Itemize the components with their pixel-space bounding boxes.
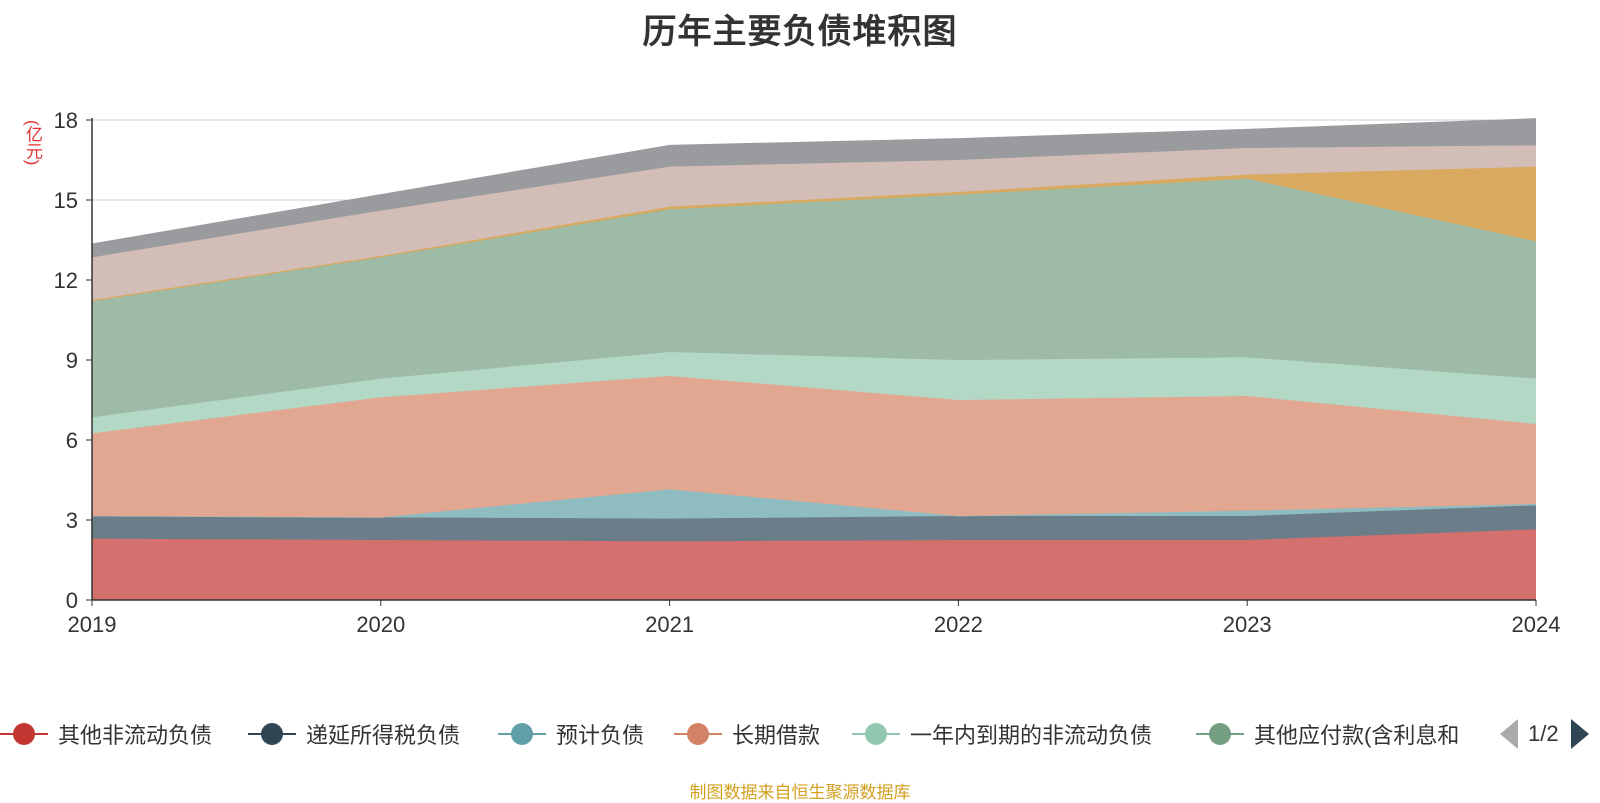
legend-marker-icon xyxy=(852,722,900,746)
area-series-9-line xyxy=(91,118,1537,245)
legend-label: 长期借款 xyxy=(732,723,821,748)
x-tick-label: 2020 xyxy=(356,612,405,637)
area-series-4 xyxy=(92,376,1536,518)
legend-label: 预计负债 xyxy=(556,723,645,748)
legend-item[interactable]: 预计负债 xyxy=(498,716,644,752)
area-series-6 xyxy=(92,178,1536,418)
legend-marker-icon xyxy=(0,722,48,746)
area-series-9 xyxy=(92,118,1536,258)
legend-item[interactable]: 长期借款 xyxy=(674,716,820,752)
legend-item[interactable]: 其他非流动负债 xyxy=(0,716,212,752)
x-tick-label: 2023 xyxy=(1223,612,1272,637)
chart-legend: 其他非流动负债 递延所得税负债 预计负债 长期借款 一年内到期的非流动负债 其他应付款(含… xyxy=(0,716,1600,752)
y-tick-label: 0 xyxy=(66,588,78,613)
area-series-7-line xyxy=(91,166,1537,301)
y-tick-label: 15 xyxy=(54,188,78,213)
area-series-8 xyxy=(92,145,1536,300)
y-tick-label: 3 xyxy=(66,508,78,533)
legend-marker-icon xyxy=(1196,722,1244,746)
legend-label: 其他应付款(含利息和 xyxy=(1254,723,1460,748)
x-tick-label: 2024 xyxy=(1512,612,1561,637)
legend-prev-page-icon[interactable] xyxy=(1500,719,1518,749)
x-tick-label: 2019 xyxy=(68,612,117,637)
y-tick-label: 9 xyxy=(66,348,78,373)
y-tick-label: 12 xyxy=(54,268,78,293)
legend-label: 一年内到期的非流动负债 xyxy=(910,723,1153,748)
legend-next-page-icon[interactable] xyxy=(1570,719,1589,749)
x-tick-label: 2022 xyxy=(934,612,983,637)
area-series-3 xyxy=(92,489,1536,519)
legend-marker-icon xyxy=(248,722,296,746)
y-axis-unit-label: (亿元) xyxy=(23,120,42,166)
legend-pager: 1/2 xyxy=(1500,716,1589,752)
area-series-7 xyxy=(92,166,1536,302)
legend-label: 其他非流动负债 xyxy=(58,723,213,748)
chart-title: 历年主要负债堆积图 xyxy=(642,13,958,51)
area-series-2 xyxy=(92,505,1536,542)
area-series-1 xyxy=(92,529,1536,600)
legend-marker-icon xyxy=(498,722,546,746)
legend-page-indicator: 1/2 xyxy=(1528,721,1559,746)
y-tick-label: 18 xyxy=(54,108,78,133)
legend-label: 递延所得税负债 xyxy=(306,723,461,748)
x-tick-label: 2021 xyxy=(645,612,694,637)
legend-item[interactable]: 递延所得税负债 xyxy=(248,716,460,752)
legend-item[interactable]: 其他应付款(含利息和 xyxy=(1196,716,1459,752)
y-tick-label: 6 xyxy=(66,428,78,453)
legend-item[interactable]: 一年内到期的非流动负债 xyxy=(852,716,1152,752)
legend-marker-icon xyxy=(674,722,722,746)
data-source-footer: 制图数据来自恒生聚源数据库 xyxy=(689,783,911,802)
